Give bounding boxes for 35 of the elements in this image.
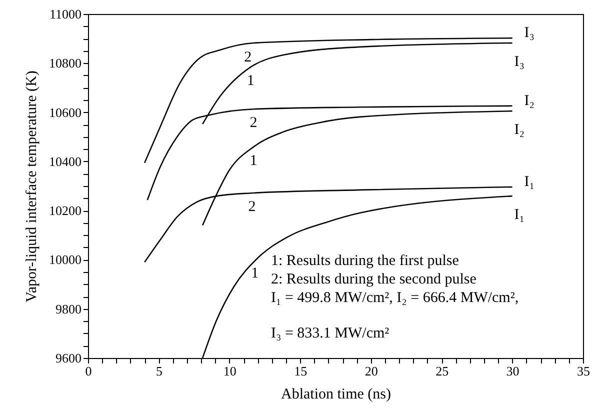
x-tick-label: 35: [577, 364, 590, 378]
series-label: I₂: [514, 122, 525, 138]
x-tick-label: 5: [156, 364, 162, 378]
series-label: I₃: [514, 54, 525, 70]
x-tick-label: 30: [506, 364, 520, 378]
annotation: 1: [246, 73, 254, 90]
annotation: 2: Results during the second pulse: [271, 272, 477, 288]
y-tick-label: 10400: [49, 154, 82, 169]
y-tick-label: 9800: [56, 301, 82, 316]
annotation: 1: [250, 152, 258, 169]
annotation: 2: [244, 50, 252, 66]
annotation: 2: [248, 199, 256, 216]
y-axis-title: Vapor-liquid interface temperature (K): [24, 70, 40, 302]
x-tick-label: 25: [436, 364, 449, 378]
y-tick-label: 9600: [56, 350, 82, 366]
y-tick-label: 10000: [49, 252, 82, 268]
x-tick-label: 0: [85, 364, 92, 378]
series-label: I₂: [524, 92, 535, 109]
line-series: [144, 37, 513, 164]
annotation: 1: Results during the first pulse: [271, 253, 460, 269]
x-tick-label: 20: [364, 364, 378, 378]
annotation: I₁ = 499.8 MW/cm², I₂ = 666.4 MW/cm²,: [271, 290, 519, 306]
y-tick-label: 10600: [49, 104, 82, 120]
x-tick-label: 15: [294, 364, 308, 378]
annotation: I₃ = 833.1 MW/cm²: [271, 326, 390, 342]
y-tick-label: 10800: [49, 56, 82, 71]
y-tick-label: 10200: [49, 203, 82, 218]
series-label: I₃: [524, 25, 535, 42]
x-tick-label: 10: [223, 364, 236, 378]
series-label: I₁: [514, 207, 525, 224]
x-axis-title: Ablation time (ns): [281, 386, 391, 402]
y-tick-label: 11000: [49, 6, 82, 22]
annotation: 1: [251, 266, 259, 282]
annotation: 2: [250, 115, 258, 132]
series-label: I₁: [524, 174, 535, 190]
